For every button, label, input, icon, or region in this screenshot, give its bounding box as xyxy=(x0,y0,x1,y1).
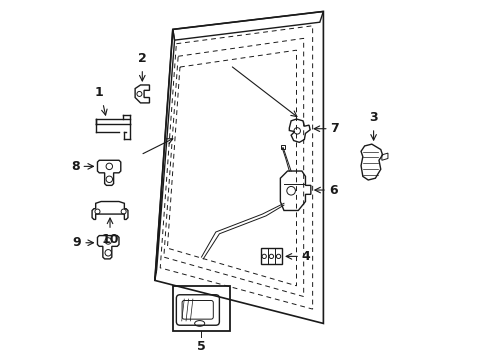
Text: 2: 2 xyxy=(138,52,146,65)
Bar xyxy=(281,145,284,149)
Bar xyxy=(172,286,230,330)
Text: 6: 6 xyxy=(328,184,337,197)
Text: 4: 4 xyxy=(301,250,310,263)
Text: 9: 9 xyxy=(73,236,81,249)
Text: 3: 3 xyxy=(368,111,377,125)
Text: 8: 8 xyxy=(71,160,80,173)
Text: 7: 7 xyxy=(330,122,339,135)
Text: 5: 5 xyxy=(197,339,205,352)
Text: 10: 10 xyxy=(101,233,119,246)
Text: 1: 1 xyxy=(95,86,103,99)
